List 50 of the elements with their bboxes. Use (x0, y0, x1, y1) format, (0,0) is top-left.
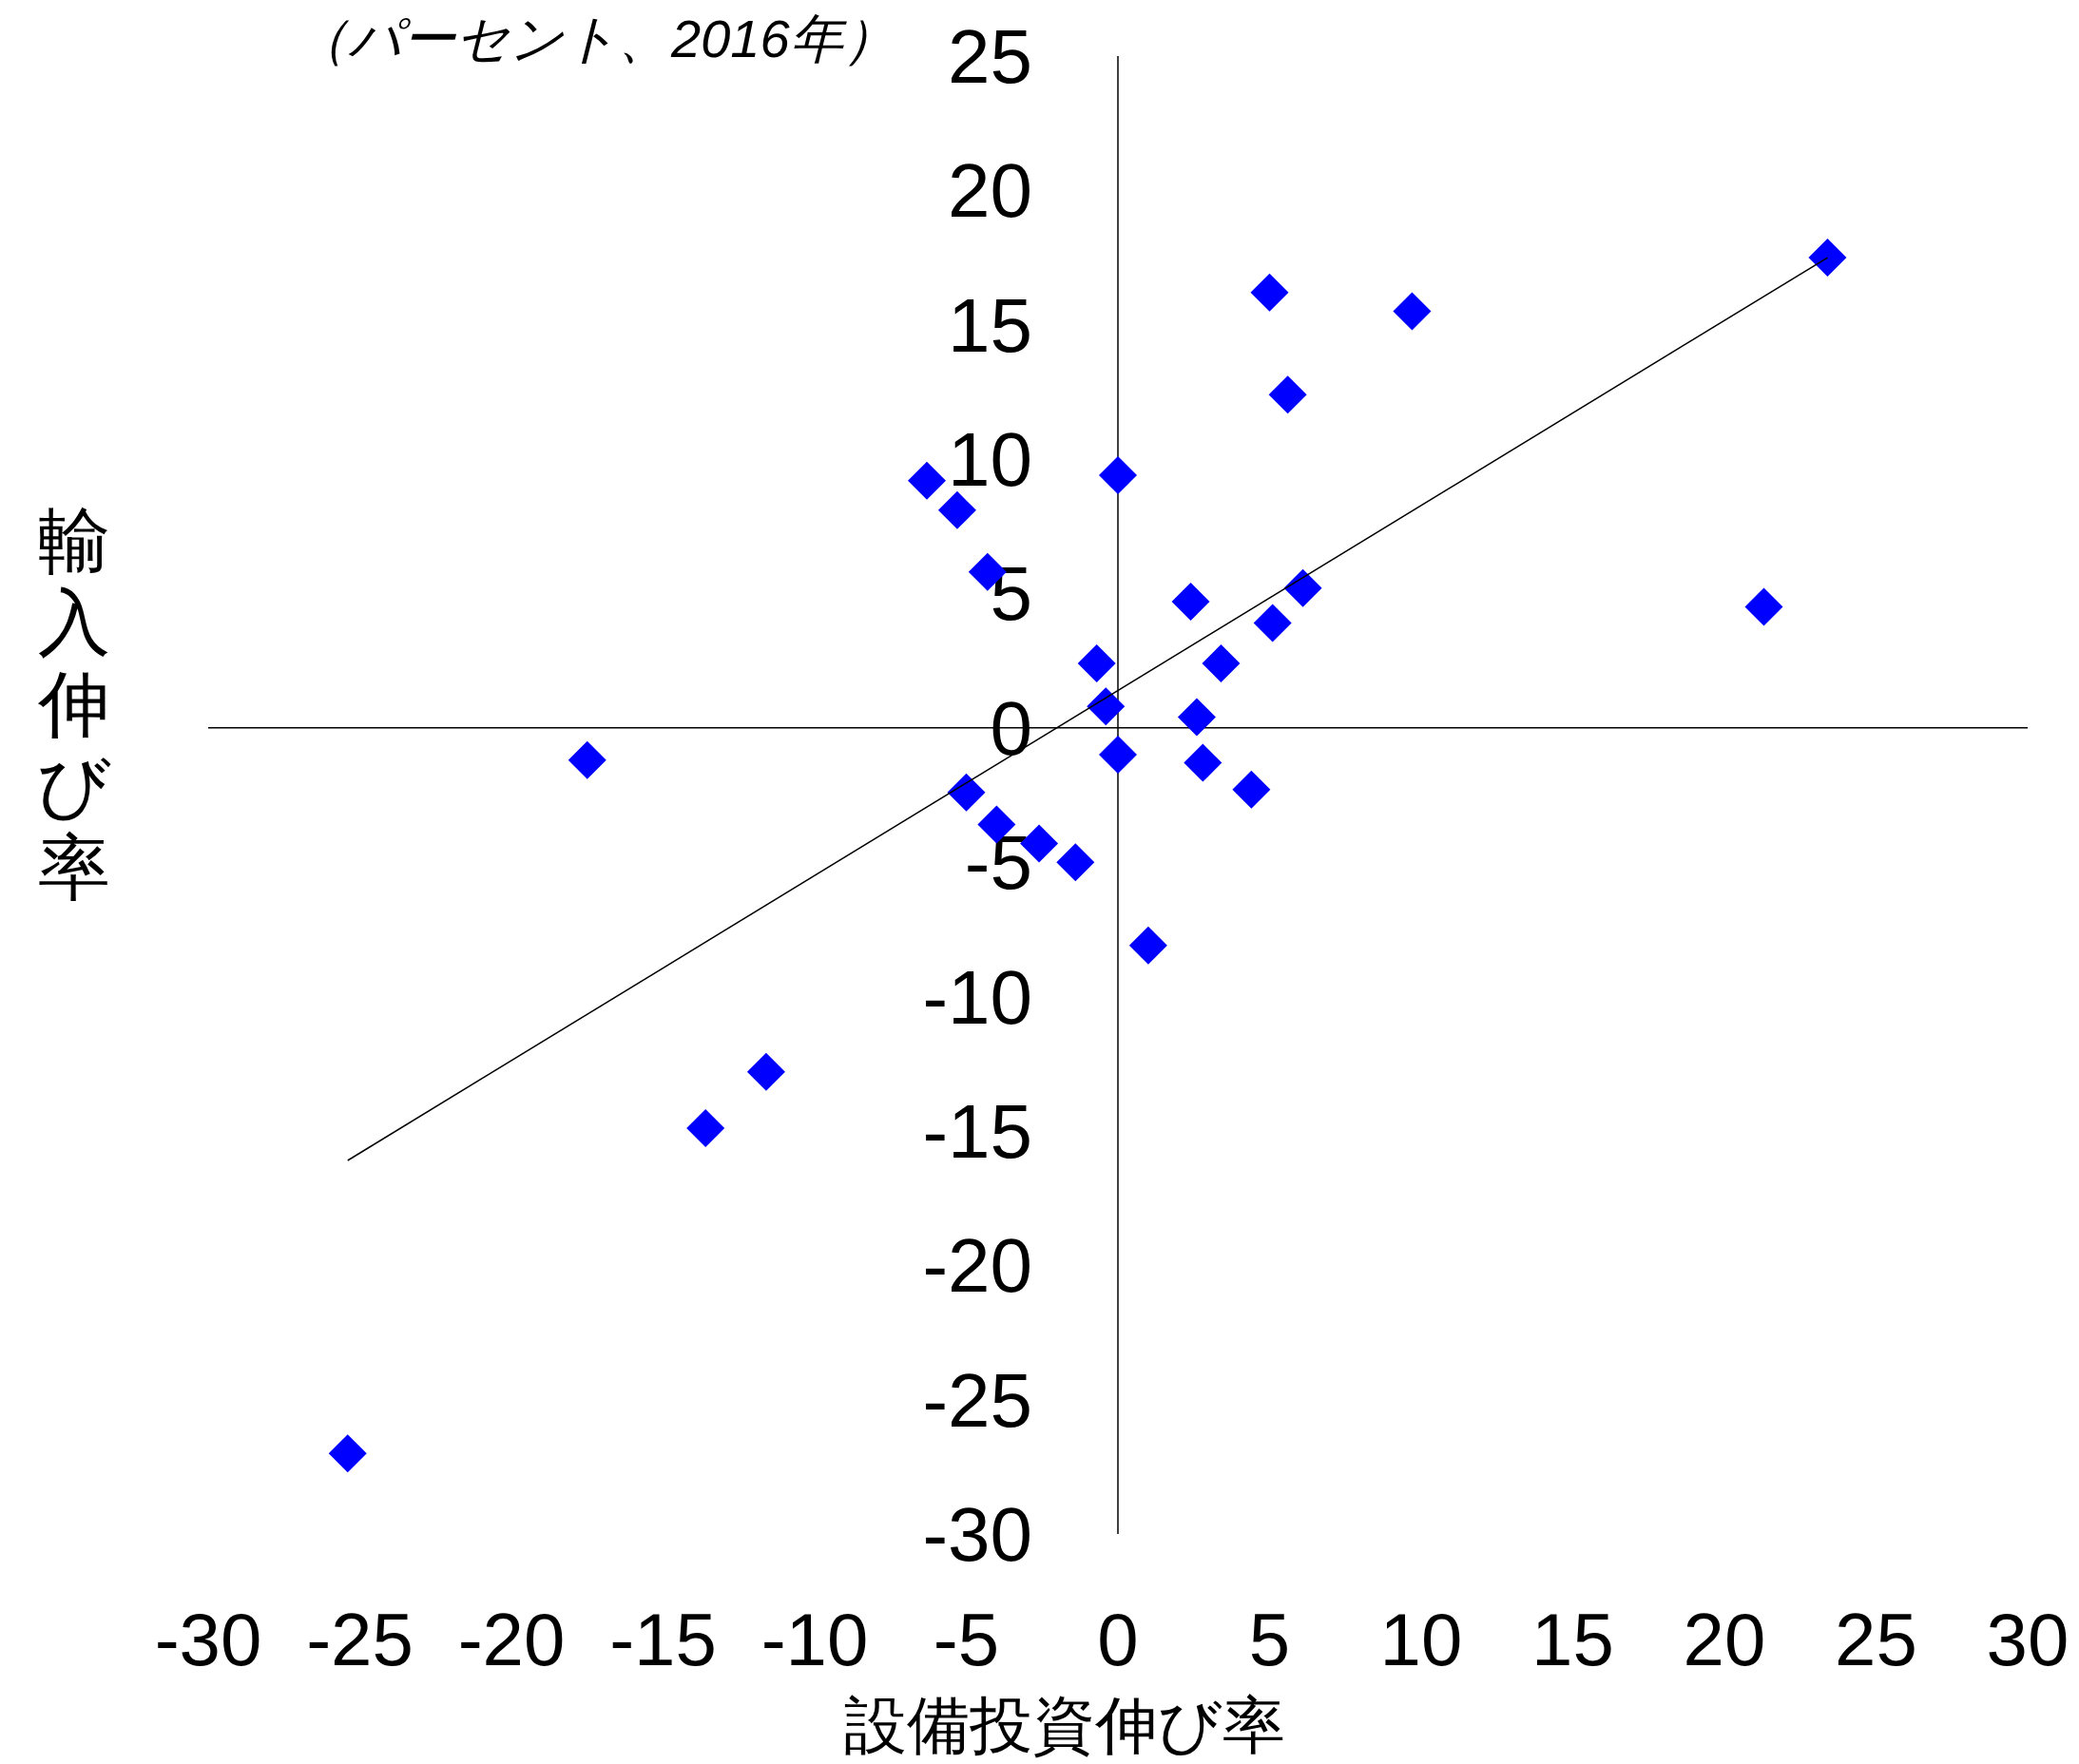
y-tick-label: -25 (922, 1357, 1032, 1443)
x-tick-label: -10 (760, 1598, 869, 1681)
point (1202, 643, 1241, 682)
y-axis-title: 輸入伸び率 (37, 500, 111, 908)
point (1087, 687, 1126, 726)
x-tick-label: -15 (609, 1598, 717, 1681)
point (1268, 375, 1307, 414)
point (328, 1434, 367, 1473)
point (1253, 604, 1292, 642)
x-tick-label: 0 (1097, 1598, 1139, 1681)
point (1232, 770, 1271, 809)
x-tick-label: -30 (154, 1598, 262, 1681)
point (1808, 239, 1847, 278)
chart-title: （パーセント、2016年） (295, 9, 896, 68)
point (1056, 843, 1095, 882)
y-tick-label: -20 (922, 1223, 1032, 1309)
point (908, 461, 947, 500)
point (947, 773, 986, 812)
point (1077, 643, 1116, 682)
point (746, 1052, 785, 1091)
x-tick-label: 30 (1986, 1598, 2069, 1681)
point (937, 490, 976, 529)
point (1128, 926, 1167, 965)
y-tick-label: -5 (964, 820, 1032, 906)
x-tick-label: -25 (306, 1598, 414, 1681)
x-tick-label: 5 (1248, 1598, 1291, 1681)
point (1177, 698, 1216, 737)
x-tick-label: 10 (1379, 1598, 1463, 1681)
point (1393, 292, 1432, 331)
y-tick-label: 10 (948, 417, 1032, 503)
point (1099, 456, 1137, 495)
point (686, 1109, 725, 1148)
y-tick-label: -30 (922, 1492, 1032, 1577)
y-tick-label: -10 (922, 954, 1032, 1040)
point (1250, 273, 1289, 312)
point (568, 740, 606, 779)
x-tick-label: 15 (1531, 1598, 1614, 1681)
y-tick-label: -15 (922, 1088, 1032, 1174)
x-tick-label: 25 (1835, 1598, 1917, 1681)
point (1184, 743, 1222, 782)
point (1171, 582, 1210, 621)
y-tick-label: 25 (948, 14, 1032, 99)
x-tick-label: -20 (457, 1598, 566, 1681)
point (1283, 568, 1322, 607)
y-tick-label: 20 (948, 148, 1032, 234)
point (1099, 736, 1137, 775)
y-tick-label: 15 (948, 282, 1032, 368)
x-tick-label: 20 (1683, 1598, 1766, 1681)
x-axis-title: 設備投資伸び率 (844, 1690, 1285, 1760)
point (1744, 587, 1783, 626)
